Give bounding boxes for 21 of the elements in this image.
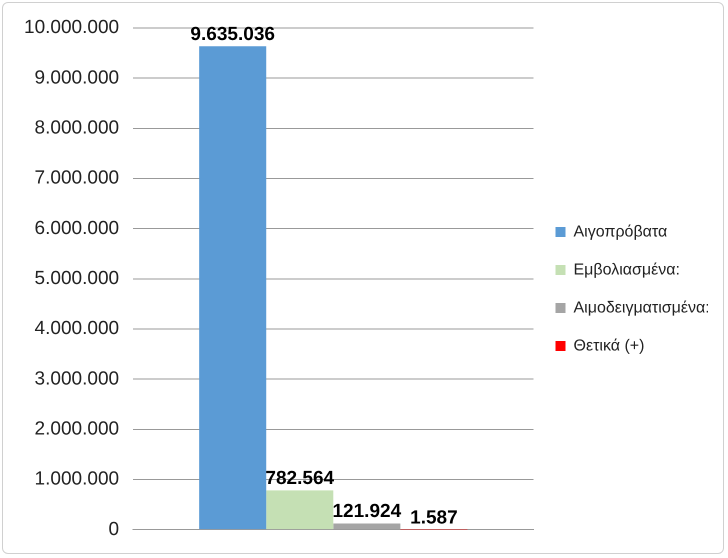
y-tick-label: 7.000.000 [34,168,120,189]
y-tick-label: 3.000.000 [34,368,120,390]
legend-label: Εμβολιασμένα: [574,261,680,278]
y-tick-label: 8.000.000 [34,118,120,139]
bar [199,46,266,530]
y-tick-label: 2.000.000 [34,418,120,440]
legend-label: Θετικά (+) [574,337,644,354]
legend-label: Αιγοπρόβατα [574,223,668,240]
data-label: 1.587 [410,507,458,528]
data-label: 782.564 [265,468,335,490]
y-tick-label: 0 [108,518,120,540]
legend-label: Αιμοδειγματισμένα: [574,299,710,316]
y-tick-label: 9.000.000 [34,67,120,88]
y-tick-label: 4.000.000 [34,318,120,340]
y-tick-label: 5.000.000 [34,268,120,290]
y-tick-label: 6.000.000 [34,218,120,239]
data-label: 121.924 [332,501,402,522]
data-label: 9.635.036 [190,24,275,46]
bar [266,490,334,530]
y-tick-label: 10.000.000 [24,17,120,38]
y-tick-label: 1.000.000 [34,468,120,490]
